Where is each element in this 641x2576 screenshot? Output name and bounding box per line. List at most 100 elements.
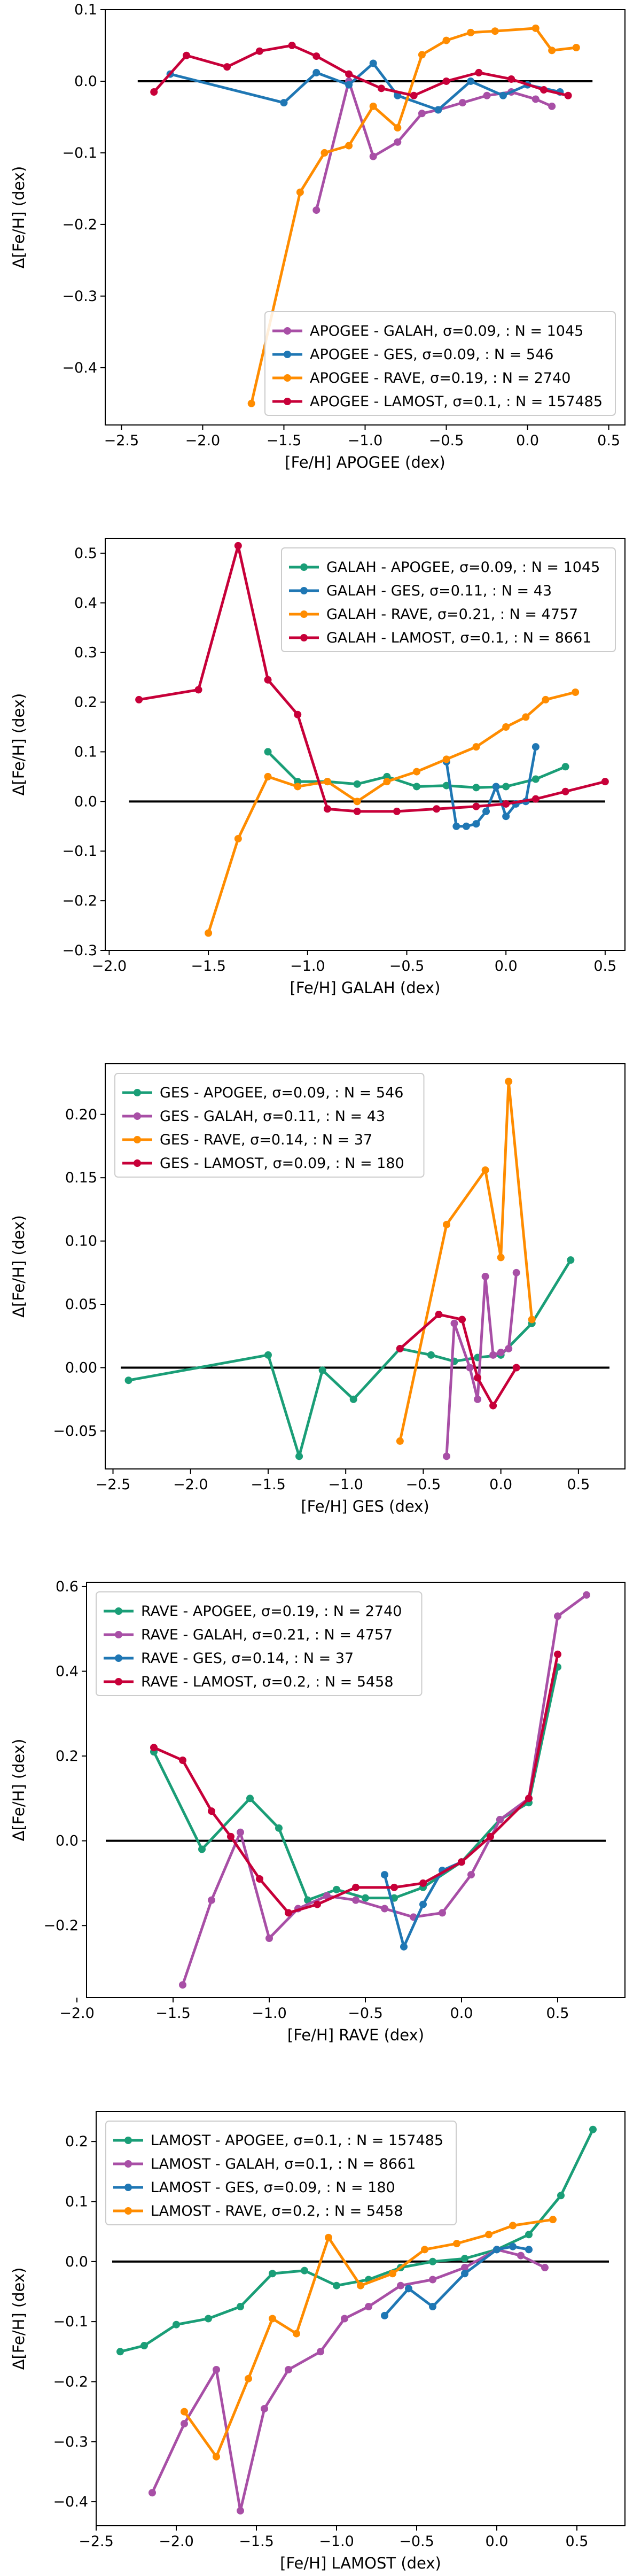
data-point — [353, 780, 361, 788]
data-point — [442, 36, 450, 44]
legend-marker — [124, 2160, 132, 2168]
data-point — [314, 1900, 321, 1908]
data-point — [512, 1268, 520, 1277]
data-point — [531, 95, 540, 103]
data-point — [589, 2125, 597, 2133]
y-tick-label: 0.0 — [74, 793, 97, 810]
x-tick-label: −2.5 — [96, 1476, 131, 1493]
y-tick-label: 0.4 — [56, 1664, 79, 1680]
data-point — [179, 1757, 186, 1764]
legend-marker — [134, 1159, 141, 1167]
data-point — [383, 778, 391, 786]
data-point — [255, 47, 263, 55]
series-ges — [381, 1858, 465, 1951]
y-tick-label: 0.1 — [74, 744, 97, 760]
data-point — [429, 2257, 436, 2265]
data-point — [312, 68, 320, 76]
data-point — [461, 2264, 468, 2272]
data-point — [294, 710, 302, 718]
legend-entry-label: GALAH - GES, σ=0.11, : N = 43 — [326, 583, 552, 599]
y-axis-label: Δ[Fe/H] (dex) — [10, 1215, 28, 1318]
data-point — [261, 2404, 268, 2412]
series-galah — [148, 2246, 549, 2515]
data-point — [183, 51, 191, 59]
data-point — [320, 149, 329, 157]
x-tick-label: −0.5 — [348, 2005, 383, 2022]
legend-marker — [284, 374, 291, 382]
legend-box — [114, 1073, 425, 1178]
y-tick-label: 0.0 — [65, 2254, 88, 2270]
series-lamost — [150, 41, 572, 99]
legend-marker — [124, 2207, 132, 2215]
data-point — [472, 743, 480, 751]
legend-marker — [124, 2184, 132, 2191]
data-point — [567, 1256, 575, 1264]
data-point — [509, 2242, 517, 2250]
x-tick-label: 0.5 — [567, 1476, 590, 1493]
data-point — [396, 1437, 404, 1445]
series-line — [183, 2218, 553, 2458]
legend-marker — [300, 563, 308, 571]
data-point — [333, 1885, 340, 1893]
x-tick-label: −2.5 — [79, 2533, 114, 2550]
data-point — [461, 2255, 468, 2263]
data-point — [450, 1319, 458, 1327]
y-tick-label: −0.4 — [62, 360, 97, 376]
series-line — [445, 1272, 518, 1457]
series-lamost — [150, 1650, 561, 1917]
data-point — [487, 1832, 494, 1840]
legend-box — [281, 547, 616, 652]
data-point — [135, 695, 143, 703]
legend-marker — [124, 2137, 132, 2144]
plot-frame — [105, 1063, 626, 1469]
x-tick-label: −2.0 — [92, 958, 127, 974]
data-point — [247, 399, 255, 407]
data-point — [572, 688, 580, 696]
data-point — [540, 86, 548, 94]
data-point — [561, 763, 569, 771]
series-rave — [181, 2216, 557, 2461]
x-tick-label: −2.0 — [159, 2533, 194, 2550]
series-ges — [442, 743, 540, 830]
x-tick-label: −1.5 — [191, 958, 226, 974]
x-tick-label: 0.5 — [597, 432, 620, 449]
data-point — [531, 795, 540, 803]
data-point — [489, 1351, 497, 1359]
data-point — [381, 2311, 388, 2319]
data-point — [357, 2281, 364, 2289]
data-point — [509, 2222, 517, 2230]
data-point — [223, 63, 231, 71]
x-axis-label: [Fe/H] LAMOST (dex) — [280, 2554, 441, 2572]
y-tick-label: 0.20 — [65, 1107, 97, 1123]
data-point — [505, 1078, 513, 1086]
x-tick-label: −1.5 — [155, 2005, 191, 2022]
data-point — [341, 2315, 348, 2323]
legend-marker — [115, 1631, 122, 1638]
data-point — [496, 1816, 504, 1823]
series-line — [170, 61, 560, 112]
data-point — [429, 2303, 436, 2311]
data-point — [352, 1896, 359, 1904]
y-tick-label: −0.3 — [62, 942, 97, 959]
data-point — [318, 1366, 326, 1374]
data-point — [116, 2348, 124, 2356]
data-point — [452, 822, 460, 830]
y-axis-label: Δ[Fe/H] (dex) — [10, 2268, 28, 2370]
data-point — [442, 755, 450, 763]
y-tick-label: −0.1 — [62, 145, 97, 161]
data-point — [312, 52, 320, 60]
x-tick-label: −2.5 — [104, 432, 139, 449]
series-apogee — [124, 1256, 575, 1460]
legend-entry-label: GALAH - LAMOST, σ=0.1, : N = 8661 — [326, 630, 591, 646]
data-point — [472, 802, 480, 810]
data-point — [572, 44, 580, 52]
data-point — [561, 787, 569, 795]
data-point — [345, 142, 353, 150]
data-point — [198, 1845, 206, 1853]
legend-marker — [284, 398, 291, 405]
legend: GALAH - APOGEE, σ=0.09, : N = 1045 GALAH … — [281, 547, 616, 652]
data-point — [173, 2320, 180, 2329]
y-tick-label: 0.1 — [74, 2, 97, 18]
legend-marker — [300, 610, 308, 618]
data-point — [481, 1272, 489, 1280]
